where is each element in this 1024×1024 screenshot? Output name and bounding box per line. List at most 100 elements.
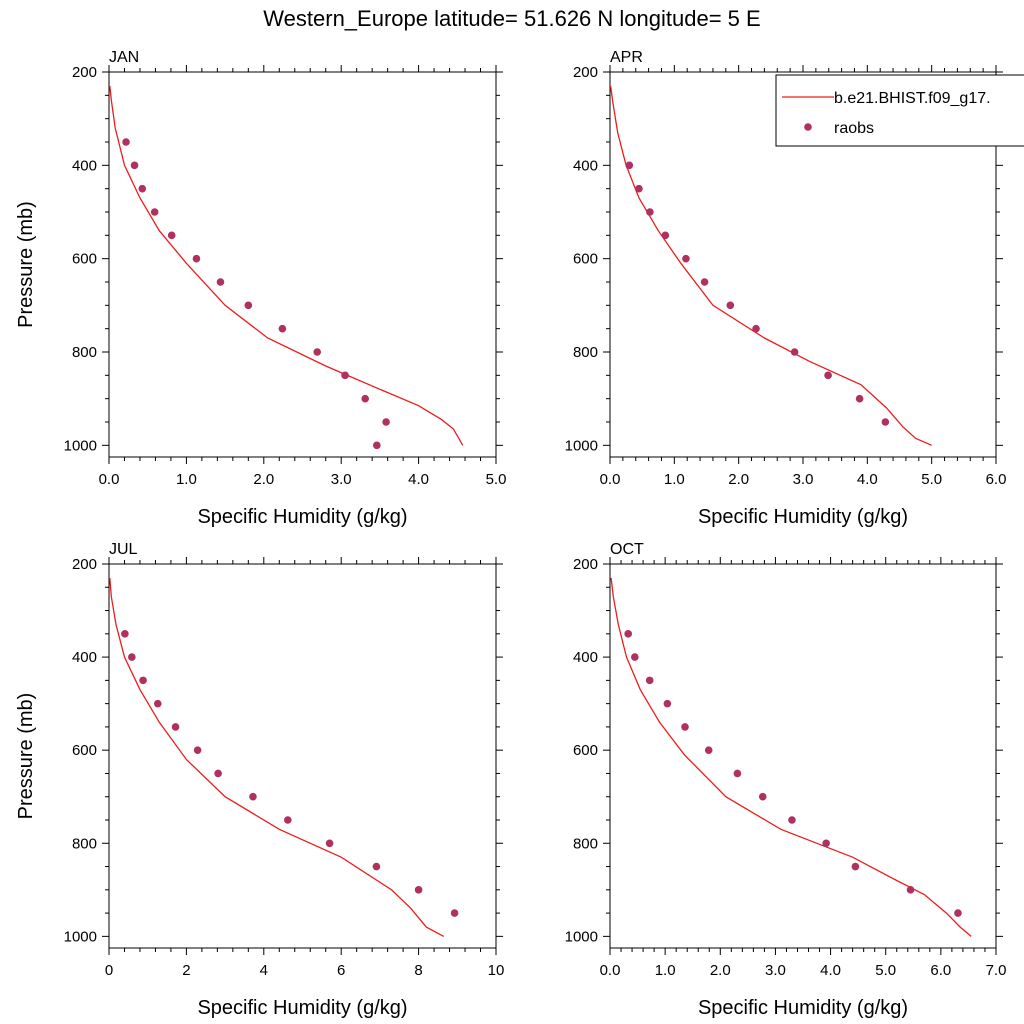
raobs-point (704, 746, 713, 754)
x-tick-label: 4 (260, 962, 268, 979)
raobs-point (822, 839, 830, 848)
raobs-point (790, 348, 799, 356)
y-tick-label: 1000 (64, 437, 97, 454)
legend-dot-swatch (804, 123, 812, 131)
raobs-point (128, 653, 136, 661)
y-tick-label: 600 (573, 742, 598, 759)
raobs-point (414, 886, 423, 894)
x-tick-label: 5.0 (875, 962, 896, 979)
x-tick-label: 1.0 (176, 471, 197, 488)
raobs-point (788, 816, 796, 824)
panels: JAN 0.0 1.0 2.0 3.0 4.0 5.0 200 400 600 800 1000 Spe… (15, 49, 1006, 1019)
panel-label: JUL (109, 541, 138, 558)
x-tick-label: 2.0 (253, 471, 274, 488)
raobs-point (283, 816, 292, 824)
y-tick-label: 600 (573, 251, 598, 268)
raobs-point (661, 231, 670, 240)
raobs-point (758, 792, 767, 801)
x-tick-label: 8 (414, 962, 422, 979)
raobs-point (341, 371, 349, 380)
x-tick-label: 7.0 (986, 962, 1007, 979)
raobs-point (121, 630, 129, 638)
x-tick-label: 4.0 (820, 962, 841, 979)
raobs-point (646, 208, 654, 216)
y-tick-label: 600 (72, 251, 97, 268)
raobs-point (752, 324, 760, 333)
y-tick-label: 800 (573, 835, 598, 852)
x-tick-label: 2 (182, 962, 190, 979)
raobs-point (855, 394, 864, 403)
raobs-point (372, 862, 381, 871)
y-tick-label: 400 (72, 157, 97, 174)
panel-jul: JUL 0 2 4 6 8 10 200 400 600 800 1000 Specific Humid… (15, 541, 504, 1019)
legend: b.e21.BHIST.f09_g17.raobs (775, 74, 1024, 147)
x-tick-label: 4.0 (857, 471, 878, 488)
y-tick-label: 200 (573, 64, 598, 81)
raobs-point (150, 208, 159, 216)
y-tick-label: 1000 (565, 437, 598, 454)
raobs-point (700, 278, 709, 286)
raobs-point (682, 254, 690, 263)
x-axis-label: Specific Humidity (g/kg) (698, 997, 908, 1019)
raobs-point (249, 792, 257, 801)
x-tick-label: 6.0 (986, 471, 1007, 488)
raobs-point (851, 862, 860, 871)
y-tick-label: 800 (573, 344, 598, 361)
y-tick-label: 1000 (64, 928, 97, 945)
model-profile-line (109, 577, 445, 937)
panel-oct: OCT 0.0 1.0 2.0 3.0 4.0 5.0 6.0 7.0 200 400 600 800 1… (565, 541, 1007, 1019)
raobs-point (167, 231, 176, 240)
raobs-point (278, 324, 287, 333)
x-tick-label: 2.0 (710, 962, 731, 979)
y-tick-label: 400 (573, 649, 598, 666)
raobs-point (313, 348, 322, 356)
raobs-point (663, 699, 672, 708)
raobs-point (216, 278, 225, 286)
raobs-point (130, 161, 139, 170)
x-tick-label: 3.0 (793, 471, 814, 488)
y-axis-label: Pressure (mb) (15, 693, 37, 820)
plot-frame (108, 71, 497, 458)
raobs-point (361, 394, 369, 403)
model-profile-line (610, 577, 972, 937)
raobs-point (954, 909, 962, 917)
x-tick-label: 3.0 (331, 471, 352, 488)
x-tick-label: 0.0 (600, 962, 621, 979)
y-tick-label: 200 (72, 556, 97, 573)
x-tick-label: 4.0 (408, 471, 429, 488)
raobs-point (244, 301, 253, 310)
model-profile-line (609, 85, 932, 446)
raobs-point (193, 746, 202, 754)
raobs-point (906, 886, 915, 894)
x-tick-label: 0.0 (99, 471, 120, 488)
plot-frame (108, 563, 497, 949)
x-tick-label: 1.0 (664, 471, 685, 488)
x-tick-label: 2.0 (728, 471, 749, 488)
x-tick-label: 3.0 (765, 962, 786, 979)
raobs-point (625, 161, 634, 170)
raobs-point (382, 418, 390, 426)
x-tick-label: 6 (337, 962, 345, 979)
raobs-point (635, 184, 643, 193)
raobs-point (631, 653, 639, 661)
legend-label: b.e21.BHIST.f09_g17. (834, 90, 991, 107)
y-tick-label: 200 (72, 64, 97, 81)
panel-label: APR (610, 49, 643, 66)
panel-label: OCT (610, 541, 644, 558)
x-tick-label: 5.0 (921, 471, 942, 488)
x-tick-label: 0.0 (600, 471, 621, 488)
raobs-point (624, 630, 632, 638)
raobs-point (138, 184, 147, 193)
y-tick-label: 1000 (565, 928, 598, 945)
y-tick-label: 800 (72, 344, 97, 361)
legend-box (775, 74, 1024, 147)
x-axis-label: Specific Humidity (g/kg) (197, 506, 407, 528)
raobs-point (733, 769, 742, 778)
raobs-point (373, 441, 381, 450)
model-profile-line (109, 85, 464, 446)
x-tick-label: 5.0 (486, 471, 507, 488)
panel-apr: APR 0.0 1.0 2.0 3.0 4.0 5.0 6.0 200 400 600 800 1000… (565, 49, 1007, 528)
panel-jan: JAN 0.0 1.0 2.0 3.0 4.0 5.0 200 400 600 800 1000 Spe… (15, 49, 506, 528)
y-tick-label: 200 (573, 556, 598, 573)
y-tick-label: 600 (72, 742, 97, 759)
